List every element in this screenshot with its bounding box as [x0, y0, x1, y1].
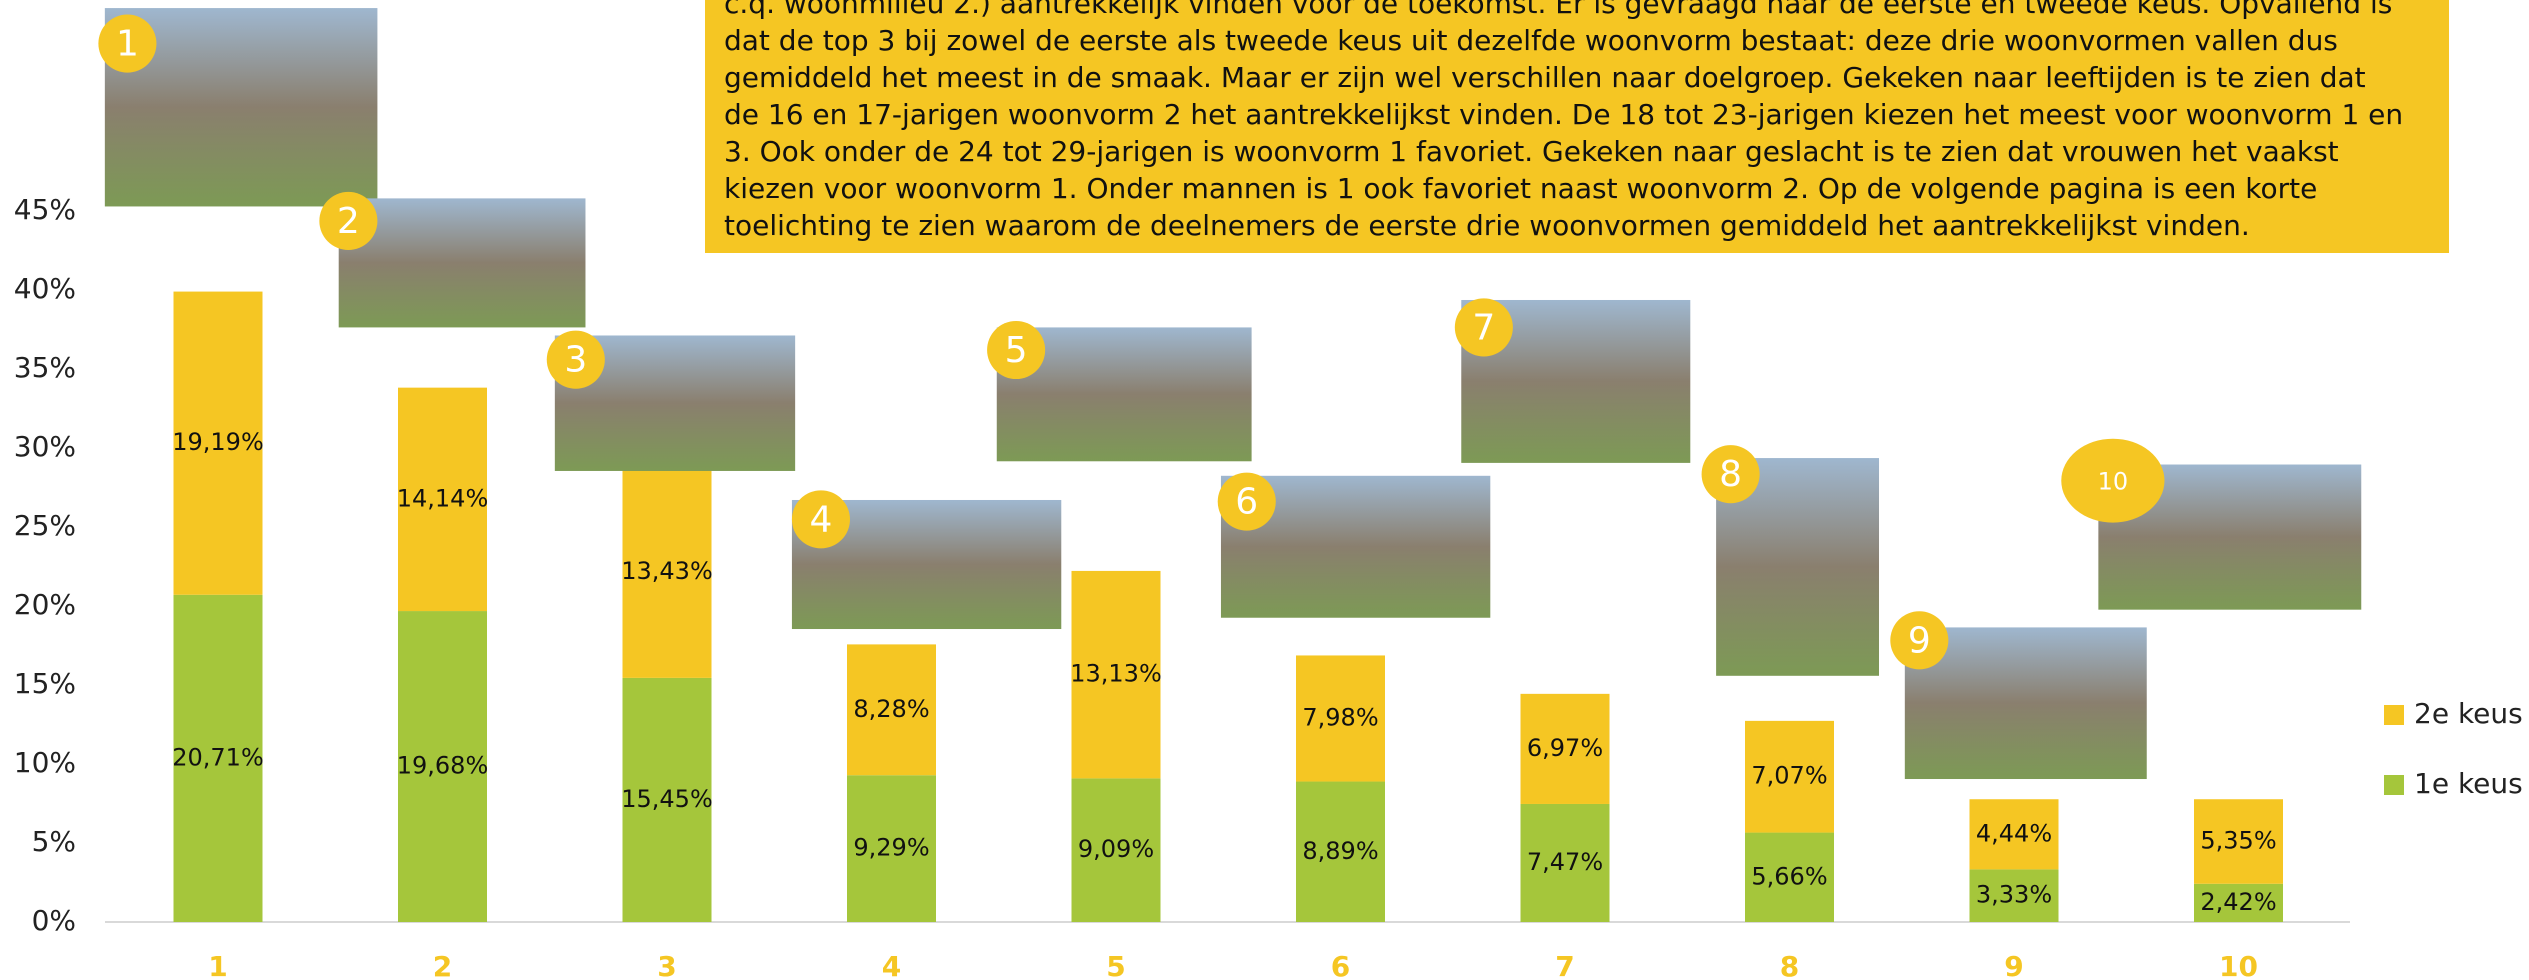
bar-segment [2194, 883, 2283, 922]
bar-segment [622, 465, 712, 678]
data-label: 2,42% [2200, 888, 2276, 916]
bar-segment [1071, 570, 1161, 779]
bar-segment [847, 775, 936, 922]
annotation-line: toelichting te zien waarom de deelnemers… [724, 209, 2250, 242]
badge-label: 1 [116, 24, 139, 65]
number-badge [791, 490, 850, 549]
data-label: 9,09% [1078, 835, 1154, 863]
x-tick-label: 1 [208, 950, 227, 980]
number-badge [1454, 298, 1513, 357]
legend-label: 2e keus [2414, 697, 2523, 730]
data-label: 14,14% [397, 484, 489, 512]
number-badge [546, 330, 605, 389]
data-label: 13,13% [1070, 660, 1162, 688]
data-label: 7,47% [1527, 848, 1603, 876]
bar-segment [1296, 781, 1385, 922]
y-tick-label: 5% [32, 825, 76, 858]
bar-segment [2194, 799, 2283, 884]
x-tick-label: 9 [2004, 950, 2023, 980]
data-label: 19,68% [397, 752, 489, 780]
data-label: 9,29% [853, 834, 929, 862]
x-tick-label: 2 [433, 950, 452, 980]
data-label: 15,45% [621, 785, 713, 813]
data-label: 7,98% [1302, 703, 1378, 731]
badge-label: 8 [1719, 454, 1742, 495]
y-tick-label: 20% [14, 588, 76, 621]
badge-label: 3 [564, 340, 587, 381]
badge-label: 9 [1908, 620, 1931, 661]
y-tick-label: 30% [14, 430, 76, 463]
legend-label: 1e keus [2414, 767, 2523, 800]
x-tick-label: 10 [2219, 950, 2258, 980]
bar-segment [847, 644, 936, 776]
x-tick-label: 5 [1106, 950, 1125, 980]
y-tick-label: 10% [14, 746, 76, 779]
legend-swatch [2384, 705, 2404, 725]
bar-segment [173, 291, 263, 595]
photo [338, 198, 586, 328]
annotation-line: dat de top 3 bij zowel de eerste als twe… [724, 24, 2338, 57]
x-tick-label: 8 [1780, 950, 1799, 980]
text-box [705, 0, 2449, 253]
x-tick-label: 4 [882, 950, 901, 980]
data-label: 6,97% [1527, 734, 1603, 762]
data-label: 20,71% [172, 743, 264, 771]
data-label: 5,35% [2200, 826, 2276, 854]
bar-segment [173, 594, 263, 922]
badge-label: 5 [1005, 330, 1028, 371]
x-tick-label: 6 [1331, 950, 1350, 980]
y-tick-label: 35% [14, 351, 76, 384]
y-tick-label: 45% [14, 193, 76, 226]
number-badge [1890, 611, 1949, 670]
bar-segment [1520, 803, 1610, 922]
y-tick-label: 0% [32, 904, 76, 937]
number-badge [987, 320, 1046, 380]
bar-segment [622, 677, 712, 922]
annotation-line: c.q. woonmilieu 2.) aantrekkelijk vinden… [724, 0, 2392, 20]
bar-segment [398, 611, 487, 922]
bar-segment [1969, 799, 2059, 870]
y-tick-label: 15% [14, 667, 76, 700]
number-badge [319, 191, 378, 250]
number-badge [98, 14, 157, 73]
bar-segment [1745, 832, 1834, 922]
annotation-line: kiezen voor woonvorm 1. Onder mannen is … [724, 172, 2317, 205]
data-label: 7,07% [1751, 762, 1827, 790]
badge-label: 10 [2098, 468, 2129, 496]
bar-segment [1296, 655, 1385, 782]
bar-segment [1969, 869, 2059, 922]
bar-segment [398, 387, 487, 612]
x-tick-label: 3 [657, 950, 676, 980]
data-label: 13,43% [621, 557, 713, 585]
data-label: 8,89% [1302, 837, 1378, 865]
number-badge [1701, 445, 1760, 504]
data-label: 4,44% [1976, 819, 2052, 847]
data-label: 5,66% [1751, 862, 1827, 890]
bar-segment [1745, 720, 1834, 833]
badge-label: 2 [337, 201, 360, 242]
legend-swatch [2384, 775, 2404, 795]
data-label: 19,19% [172, 428, 264, 456]
badge-label: 6 [1235, 482, 1258, 523]
number-badge [1217, 472, 1276, 531]
y-tick-label: 25% [14, 509, 76, 542]
bar-segment [1520, 693, 1610, 804]
badge-label: 4 [810, 499, 833, 540]
y-tick-label: 40% [14, 272, 76, 305]
badge-label: 7 [1472, 307, 1495, 348]
data-label: 3,33% [1976, 881, 2052, 909]
x-tick-label: 7 [1555, 950, 1574, 980]
annotation-line: de 16 en 17-jarigen woonvorm 2 het aantr… [724, 98, 2403, 131]
data-label: 8,28% [853, 695, 929, 723]
annotation-line: gemiddeld het meest in de smaak. Maar er… [724, 61, 2366, 94]
number-badge [2061, 438, 2165, 523]
annotation-line: 3. Ook onder de 24 tot 29-jarigen is woo… [724, 135, 2339, 168]
bar-segment [1071, 778, 1161, 922]
